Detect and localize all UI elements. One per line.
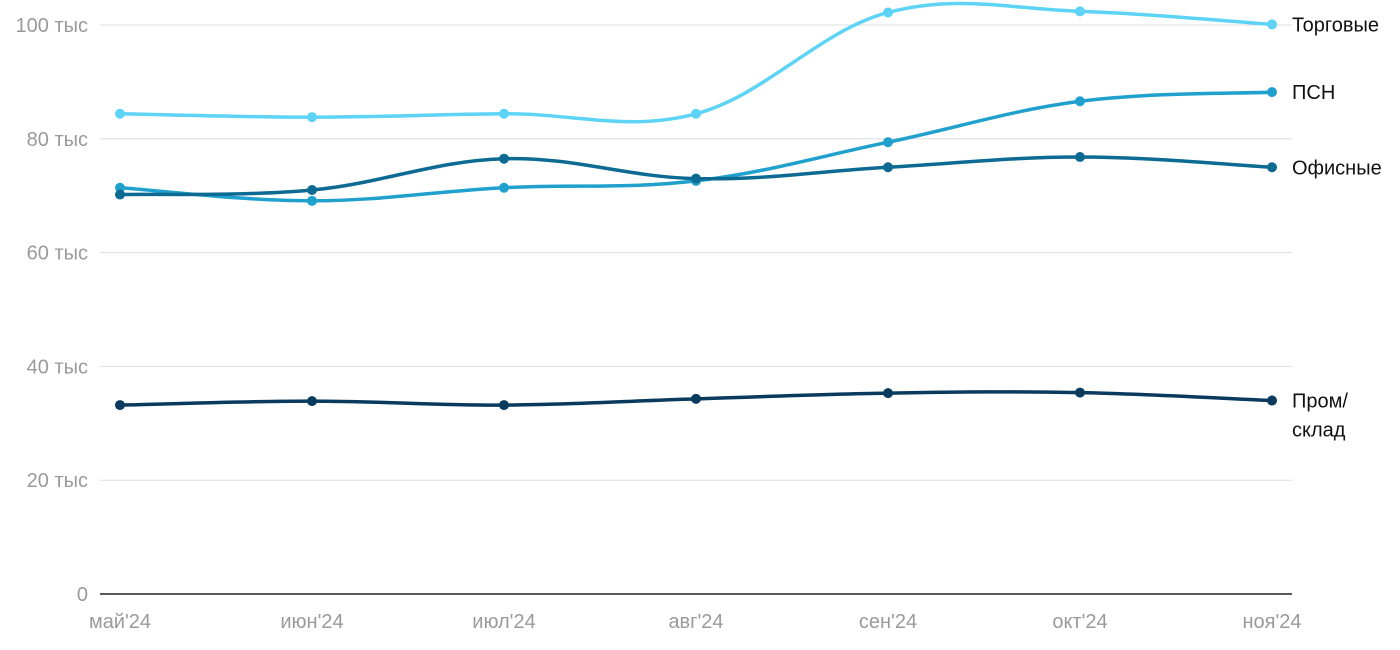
y-tick-label: 100 тыс bbox=[16, 15, 88, 37]
data-point bbox=[499, 400, 509, 411]
series-group bbox=[115, 152, 1277, 200]
data-point bbox=[1075, 387, 1085, 398]
x-axis-ticks: май'24 июн'24 июл'24 авг'24 сен'24 окт'24 ноя'… bbox=[89, 611, 1302, 633]
y-tick-label: 80 тыс bbox=[27, 129, 88, 151]
x-tick-label: окт'24 bbox=[1052, 611, 1107, 633]
series-end-label: ПСН bbox=[1292, 82, 1335, 104]
series-layer bbox=[115, 1, 1277, 411]
series-end-label: Пром/ bbox=[1292, 391, 1348, 413]
data-point bbox=[307, 185, 317, 196]
data-point bbox=[1267, 162, 1277, 173]
data-point bbox=[1267, 19, 1277, 30]
data-point bbox=[691, 108, 701, 119]
series-end-label: склад bbox=[1292, 420, 1346, 442]
data-point bbox=[1075, 152, 1085, 163]
data-point bbox=[307, 112, 317, 123]
data-point bbox=[1267, 395, 1277, 406]
data-point bbox=[883, 7, 893, 18]
data-point bbox=[499, 182, 509, 193]
data-point bbox=[115, 400, 125, 411]
series-labels: Торговые ПСН Офисные Пром/склад bbox=[1292, 14, 1382, 441]
data-point bbox=[883, 137, 893, 148]
data-point bbox=[115, 108, 125, 119]
x-tick-label: июн'24 bbox=[280, 611, 343, 633]
data-point bbox=[1075, 96, 1085, 107]
data-point bbox=[307, 195, 317, 206]
data-point bbox=[1267, 87, 1277, 98]
x-tick-label: ноя'24 bbox=[1242, 611, 1301, 633]
y-axis-ticks: 0 20 тыс 40 тыс 60 тыс 80 тыс 100 тыс bbox=[16, 15, 88, 606]
data-point bbox=[499, 108, 509, 119]
data-point bbox=[883, 388, 893, 399]
x-tick-label: май'24 bbox=[89, 611, 151, 633]
y-tick-label: 60 тыс bbox=[27, 243, 88, 265]
grid-layer bbox=[100, 24, 1292, 481]
data-point bbox=[691, 173, 701, 184]
series-group bbox=[115, 1, 1277, 124]
data-point bbox=[883, 162, 893, 173]
data-point bbox=[307, 396, 317, 407]
series-line bbox=[118, 1, 1274, 124]
series-end-label: Офисные bbox=[1292, 157, 1382, 179]
y-tick-label: 40 тыс bbox=[27, 356, 88, 378]
series-end-label: Торговые bbox=[1292, 14, 1379, 36]
x-tick-label: авг'24 bbox=[668, 611, 723, 633]
data-point bbox=[115, 189, 125, 200]
data-point bbox=[691, 393, 701, 404]
y-tick-label: 0 bbox=[77, 584, 88, 606]
x-tick-label: сен'24 bbox=[859, 611, 917, 633]
y-tick-label: 20 тыс bbox=[27, 470, 88, 492]
data-point bbox=[1075, 6, 1085, 17]
series-group bbox=[115, 87, 1277, 206]
x-tick-label: июл'24 bbox=[472, 611, 535, 633]
series-group bbox=[115, 387, 1277, 411]
data-point bbox=[499, 153, 509, 164]
